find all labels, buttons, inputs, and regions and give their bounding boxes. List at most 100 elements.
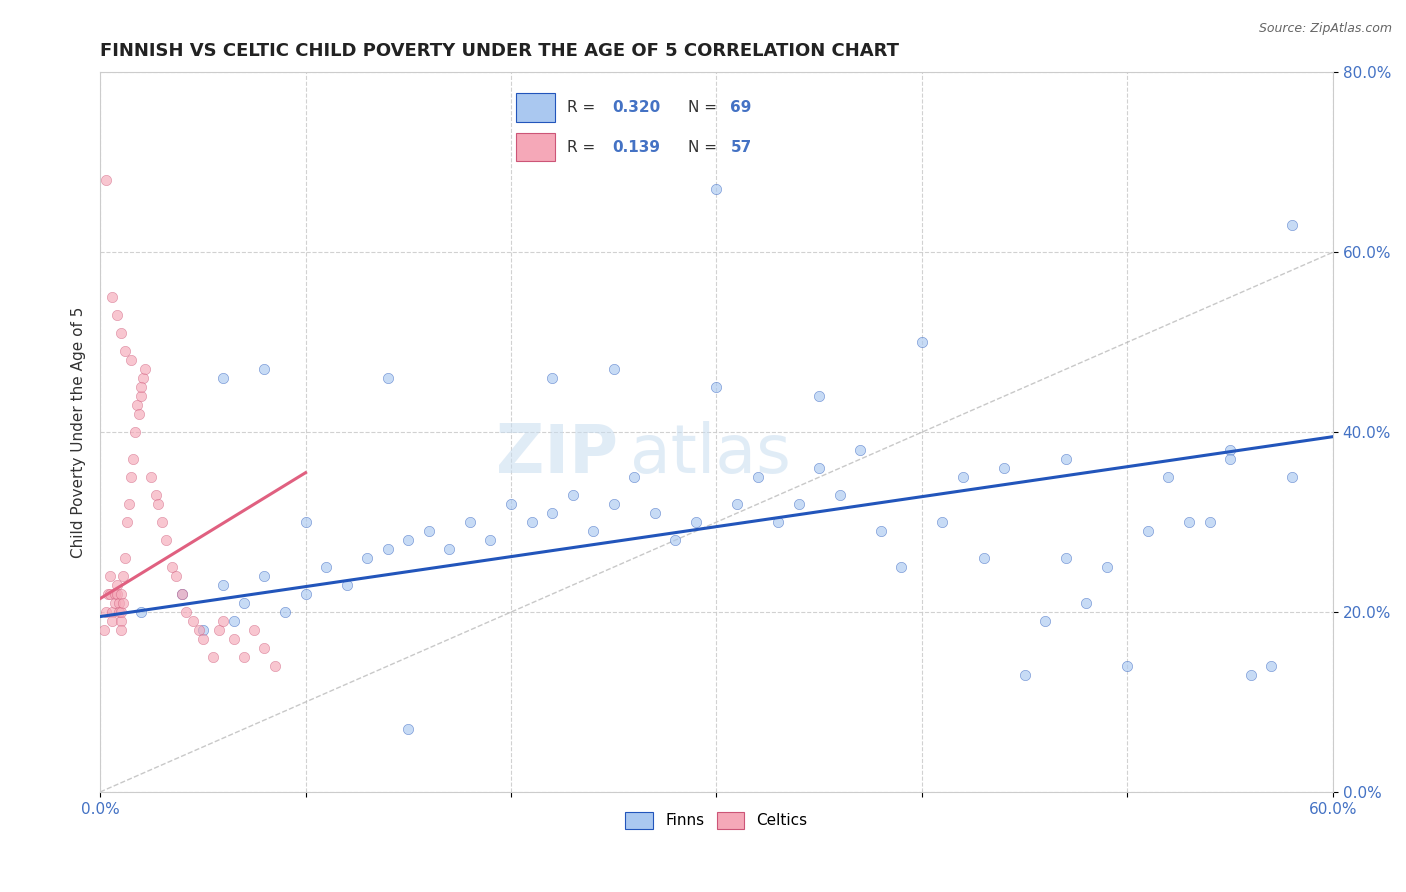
- Point: [110, 326, 132, 341]
- Point: [377, 542, 399, 557]
- Point: [603, 362, 626, 376]
- Point: [111, 596, 134, 610]
- Point: [685, 515, 707, 529]
- Point: [150, 515, 173, 529]
- Point: [176, 605, 198, 619]
- Point: [253, 641, 276, 656]
- Point: [105, 308, 128, 322]
- Point: [541, 506, 564, 520]
- Point: [107, 605, 129, 619]
- Point: [232, 650, 254, 665]
- Point: [127, 398, 149, 412]
- Point: [187, 623, 209, 637]
- Point: [101, 614, 124, 628]
- Point: [1219, 443, 1241, 458]
- Point: [120, 353, 142, 368]
- Point: [115, 515, 138, 529]
- Point: [129, 380, 152, 394]
- Legend: Finns, Celtics: Finns, Celtics: [620, 805, 814, 835]
- Text: atlas: atlas: [630, 421, 792, 487]
- Point: [377, 371, 399, 385]
- Point: [706, 380, 728, 394]
- Point: [973, 551, 995, 566]
- Point: [1095, 560, 1118, 574]
- Point: [603, 497, 626, 511]
- Point: [253, 569, 276, 583]
- Point: [479, 533, 502, 548]
- Point: [97, 587, 120, 601]
- Point: [561, 488, 583, 502]
- Point: [747, 470, 769, 484]
- Y-axis label: Child Poverty Under the Age of 5: Child Poverty Under the Age of 5: [72, 307, 86, 558]
- Point: [541, 371, 564, 385]
- Point: [212, 614, 235, 628]
- Point: [145, 488, 167, 502]
- Point: [520, 515, 543, 529]
- Point: [1198, 515, 1220, 529]
- Point: [294, 515, 316, 529]
- Point: [222, 614, 245, 628]
- Point: [114, 344, 136, 359]
- Point: [582, 524, 605, 538]
- Point: [110, 605, 132, 619]
- Point: [172, 587, 194, 601]
- Point: [103, 587, 125, 601]
- Point: [952, 470, 974, 484]
- Point: [114, 551, 136, 566]
- Point: [1157, 470, 1180, 484]
- Point: [243, 623, 266, 637]
- Point: [100, 569, 122, 583]
- Point: [1281, 219, 1303, 233]
- Point: [110, 623, 132, 637]
- Point: [1178, 515, 1201, 529]
- Point: [993, 461, 1015, 475]
- Point: [212, 371, 235, 385]
- Point: [160, 560, 183, 574]
- Point: [96, 173, 118, 187]
- Point: [208, 623, 231, 637]
- Point: [890, 560, 912, 574]
- Point: [1076, 596, 1098, 610]
- Point: [105, 587, 128, 601]
- Point: [1239, 668, 1261, 682]
- Point: [644, 506, 666, 520]
- Point: [165, 569, 187, 583]
- Point: [706, 182, 728, 196]
- Text: ZIP: ZIP: [496, 421, 617, 487]
- Point: [105, 578, 128, 592]
- Text: FINNISH VS CELTIC CHILD POVERTY UNDER THE AGE OF 5 CORRELATION CHART: FINNISH VS CELTIC CHILD POVERTY UNDER TH…: [100, 42, 898, 60]
- Point: [128, 407, 150, 421]
- Point: [103, 596, 125, 610]
- Point: [1260, 659, 1282, 673]
- Point: [1054, 452, 1077, 467]
- Point: [315, 560, 337, 574]
- Point: [458, 515, 481, 529]
- Point: [828, 488, 851, 502]
- Point: [294, 587, 316, 601]
- Point: [274, 605, 297, 619]
- Point: [808, 389, 831, 403]
- Point: [120, 470, 142, 484]
- Point: [96, 605, 118, 619]
- Point: [146, 497, 169, 511]
- Point: [263, 659, 285, 673]
- Point: [808, 461, 831, 475]
- Point: [222, 632, 245, 646]
- Point: [1116, 659, 1139, 673]
- Point: [1136, 524, 1159, 538]
- Point: [499, 497, 522, 511]
- Point: [100, 587, 122, 601]
- Point: [1033, 614, 1056, 628]
- Point: [212, 578, 235, 592]
- Point: [787, 497, 810, 511]
- Point: [725, 497, 748, 511]
- Point: [1054, 551, 1077, 566]
- Point: [111, 569, 134, 583]
- Point: [129, 389, 152, 403]
- Point: [418, 524, 440, 538]
- Point: [124, 425, 146, 440]
- Point: [110, 614, 132, 628]
- Point: [766, 515, 789, 529]
- Point: [439, 542, 461, 557]
- Point: [253, 362, 276, 376]
